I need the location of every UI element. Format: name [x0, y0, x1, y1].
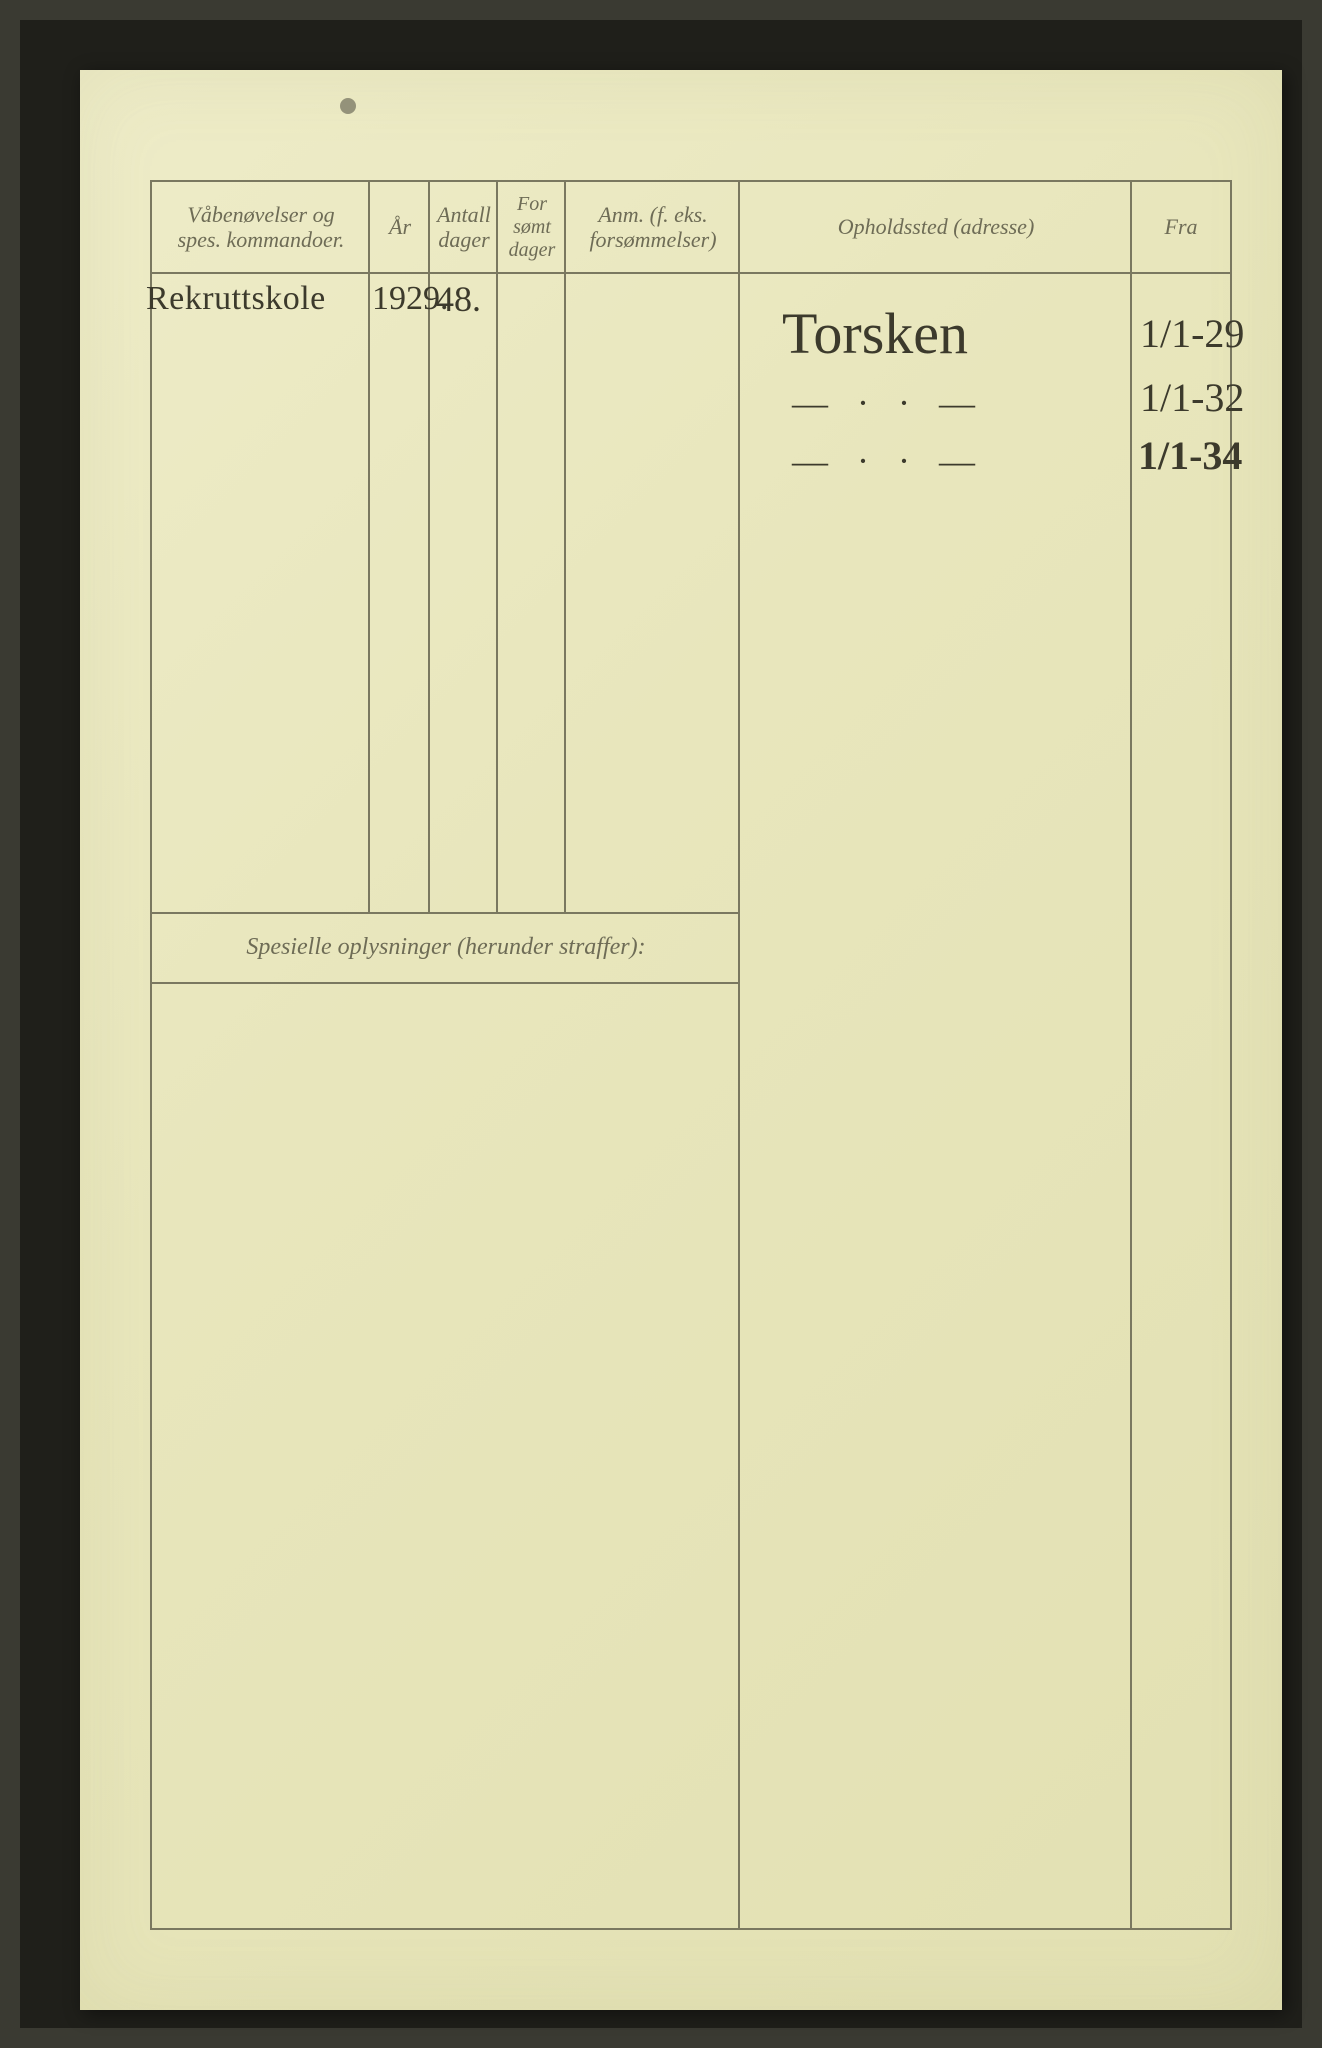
divider-v3 — [496, 182, 498, 912]
entry-residence-1: Torsken — [782, 300, 968, 367]
col-header-remarks-line2: forsømmelser) — [589, 227, 716, 252]
entry-residence-3-ditto: — · · — — [792, 440, 985, 482]
entry-days: 48. — [436, 278, 481, 320]
col-header-exercises-line1: Våbenøvelser og — [187, 202, 334, 227]
entry-from-1: 1/1-29 — [1140, 310, 1244, 357]
divider-h-lower — [152, 982, 740, 984]
section-special-info-text: Spesielle oplysninger (herunder straffer… — [246, 934, 645, 961]
col-header-exercises: Våbenøvelser og spes. kommandoer. — [152, 182, 370, 274]
divider-v1 — [368, 182, 370, 912]
col-header-days-line2: dager — [438, 227, 489, 252]
section-special-info-label: Spesielle oplysninger (herunder straffer… — [152, 914, 740, 980]
scan-background: Våbenøvelser og spes. kommandoer. År Ant… — [20, 20, 1302, 2028]
paper-sheet: Våbenøvelser og spes. kommandoer. År Ant… — [80, 70, 1282, 2010]
col-header-from-text: Fra — [1165, 214, 1198, 239]
col-header-year-text: År — [389, 214, 411, 239]
form-frame: Våbenøvelser og spes. kommandoer. År Ant… — [150, 180, 1232, 1930]
entry-from-2: 1/1-32 — [1140, 374, 1244, 421]
col-header-residence-text: Opholdssted (adresse) — [838, 214, 1035, 239]
punch-dot — [340, 98, 356, 114]
entry-exercise: Rekruttskole — [146, 280, 326, 318]
divider-v6 — [1130, 182, 1132, 1928]
entry-residence-2-ditto: — · · — — [792, 382, 985, 424]
col-header-remarks: Anm. (f. eks. forsømmelser) — [566, 182, 740, 274]
col-header-exercises-line2: spes. kommandoer. — [178, 227, 345, 252]
col-header-residence: Opholdssted (adresse) — [740, 182, 1132, 274]
entry-from-3: 1/1-34 — [1138, 432, 1242, 479]
col-header-absent-days: For sømt dager — [498, 182, 566, 274]
col-header-days: Antall dager — [430, 182, 498, 274]
col-header-absent-line2: sømt — [513, 216, 551, 238]
col-header-remarks-line1: Anm. (f. eks. — [598, 202, 707, 227]
col-header-from: Fra — [1132, 182, 1230, 274]
divider-v4 — [564, 182, 566, 912]
divider-v5 — [738, 182, 740, 1928]
col-header-absent-line3: dager — [509, 239, 556, 261]
col-header-days-line1: Antall — [437, 202, 491, 227]
col-header-year: År — [370, 182, 430, 274]
col-header-absent-line1: For — [517, 193, 547, 215]
